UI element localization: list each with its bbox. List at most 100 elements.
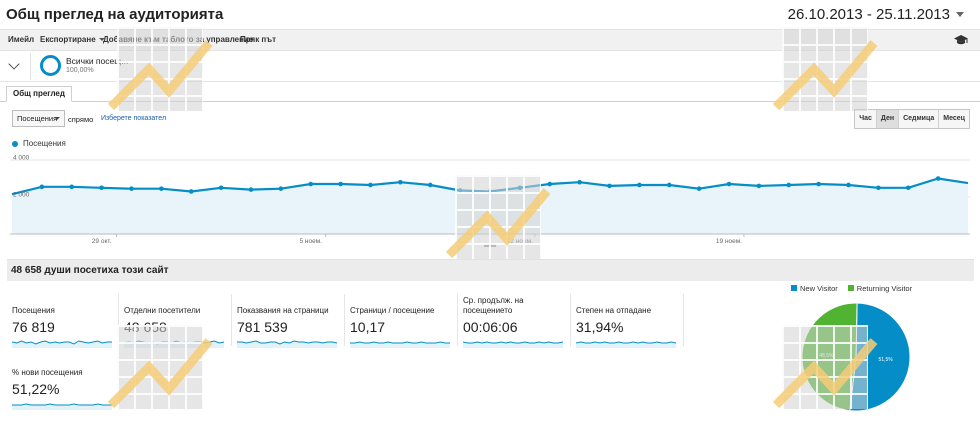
- shortcut-button[interactable]: Пряк път: [240, 35, 277, 44]
- data-point[interactable]: [308, 181, 314, 187]
- metric-label: Отделни посетители: [124, 306, 201, 315]
- metric-tile[interactable]: Отделни посетители 48 658: [124, 296, 228, 348]
- choose-metric-link[interactable]: Изберете показател: [101, 115, 167, 122]
- sparkline-line: [576, 341, 676, 344]
- data-point[interactable]: [696, 186, 702, 191]
- metric-value: 781 539: [237, 319, 288, 335]
- metric-label: Степен на отпадане: [576, 306, 652, 315]
- sparkline-line: [12, 340, 112, 345]
- metric-tile[interactable]: Степен на отпадане 31,94%: [576, 296, 680, 348]
- metric-sparkline: [237, 340, 337, 348]
- pie-legend-new[interactable]: New Visitor: [791, 284, 838, 293]
- legend-label: Посещения: [23, 139, 66, 148]
- metric-value: 31,94%: [576, 319, 624, 335]
- metric-tile[interactable]: % нови посещения 51,22%: [12, 358, 116, 410]
- metric-label: % нови посещения: [12, 368, 83, 377]
- chevron-down-icon: [54, 117, 60, 120]
- export-label: Експортиране: [40, 35, 96, 44]
- series-area: [12, 178, 968, 234]
- data-point[interactable]: [935, 176, 941, 181]
- tile-divider: [683, 294, 684, 346]
- metric-label: Показвания на страници: [237, 306, 329, 315]
- chevron-down-icon: [956, 12, 964, 17]
- y-tick-label: 2 000: [13, 192, 30, 199]
- legend-swatch: [12, 140, 18, 147]
- data-point[interactable]: [905, 185, 911, 191]
- metric-tile[interactable]: Посещения 76 819: [12, 296, 116, 348]
- sparkline-line: [350, 341, 450, 344]
- visitor-type-pie: 51,5% 48,5%: [801, 302, 911, 412]
- data-point[interactable]: [816, 181, 821, 187]
- data-point[interactable]: [876, 185, 881, 191]
- data-point[interactable]: [338, 181, 343, 187]
- data-point[interactable]: [39, 184, 45, 190]
- pie-legend-returning[interactable]: Returning Visitor: [847, 284, 912, 293]
- data-point[interactable]: [99, 185, 104, 191]
- data-point[interactable]: [129, 186, 134, 191]
- visits-chart: 4 000 2 000 29 окт. 5 ноем. 12 ноем. 19 ноем.: [10, 152, 970, 250]
- pie-legend-new-label: New Visitor: [800, 284, 838, 293]
- pie-slice-label: 48,5%: [819, 353, 834, 359]
- chevron-down-icon[interactable]: [8, 58, 20, 70]
- segment-name[interactable]: Всички посещ...: [66, 56, 129, 66]
- data-point[interactable]: [368, 182, 373, 188]
- data-point[interactable]: [607, 183, 612, 189]
- data-point[interactable]: [786, 182, 792, 188]
- data-point[interactable]: [248, 187, 254, 192]
- tab-overview[interactable]: Общ преглед: [6, 86, 72, 102]
- data-point[interactable]: [517, 185, 523, 191]
- data-point[interactable]: [666, 182, 672, 188]
- data-point[interactable]: [846, 182, 851, 188]
- segment-percent: 100,00%: [66, 67, 94, 74]
- sparkline-area: [12, 341, 112, 348]
- graduation-cap-icon[interactable]: [954, 34, 968, 46]
- metric-sparkline: [124, 340, 224, 348]
- metric-select[interactable]: Посещения: [12, 110, 65, 127]
- metric-tile[interactable]: Ср. продълж. на посещението 00:06:06: [463, 296, 567, 348]
- granularity-month-button[interactable]: Месец: [938, 110, 969, 128]
- granularity-hour-button[interactable]: Час: [859, 115, 872, 122]
- metric-sparkline: [463, 341, 563, 348]
- sparkline-line: [463, 341, 563, 344]
- export-button[interactable]: Експортиране: [40, 35, 105, 44]
- tile-divider: [344, 294, 345, 346]
- segment-bar: Всички посещ... 100,00%: [0, 51, 980, 82]
- chevron-down-icon: [98, 38, 105, 42]
- vs-label: спрямо: [68, 115, 94, 124]
- metric-tile[interactable]: Показвания на страници 781 539: [237, 296, 341, 348]
- sparkline-area: [350, 342, 450, 348]
- visits-chart-svg: 4 000 2 000 29 окт. 5 ноем. 12 ноем. 19 ноем.: [10, 155, 970, 247]
- data-point[interactable]: [637, 182, 642, 188]
- granularity-switcher: Час Ден Седмица Месец: [854, 109, 970, 129]
- pie-slice-label: 51,5%: [879, 357, 894, 363]
- email-button[interactable]: Имейл: [8, 35, 35, 44]
- data-point[interactable]: [577, 179, 582, 185]
- metric-sparkline: [12, 403, 112, 410]
- data-point[interactable]: [218, 185, 224, 191]
- legend-swatch: [847, 285, 854, 291]
- data-point[interactable]: [487, 189, 493, 194]
- metric-tile[interactable]: Страници / посещение 10,17: [350, 296, 454, 348]
- data-point[interactable]: [278, 186, 284, 191]
- metric-value: 00:06:06: [463, 319, 518, 335]
- data-point[interactable]: [756, 183, 762, 189]
- add-to-dashboard-button[interactable]: Добавяне към таблото за управление: [103, 35, 254, 44]
- tile-divider: [570, 294, 571, 346]
- date-range-label: 26.10.2013 - 25.11.2013: [787, 6, 950, 23]
- data-point[interactable]: [726, 181, 732, 187]
- data-point[interactable]: [398, 179, 403, 185]
- date-range-picker[interactable]: 26.10.2013 - 25.11.2013: [788, 6, 964, 23]
- granularity-week-button[interactable]: Седмица: [898, 110, 938, 128]
- tile-divider: [118, 294, 119, 346]
- data-point[interactable]: [547, 181, 553, 187]
- chart-scroll-handle[interactable]: [484, 244, 496, 247]
- data-point[interactable]: [457, 188, 463, 193]
- data-point[interactable]: [427, 182, 433, 188]
- metric-sparkline: [576, 341, 676, 348]
- data-point[interactable]: [69, 184, 75, 190]
- visitors-summary: 48 658 души посетиха този сайт: [7, 259, 974, 281]
- data-point[interactable]: [188, 189, 194, 194]
- y-tick-label: 4 000: [13, 155, 30, 162]
- granularity-day-button[interactable]: Ден: [875, 110, 899, 128]
- data-point[interactable]: [159, 186, 164, 191]
